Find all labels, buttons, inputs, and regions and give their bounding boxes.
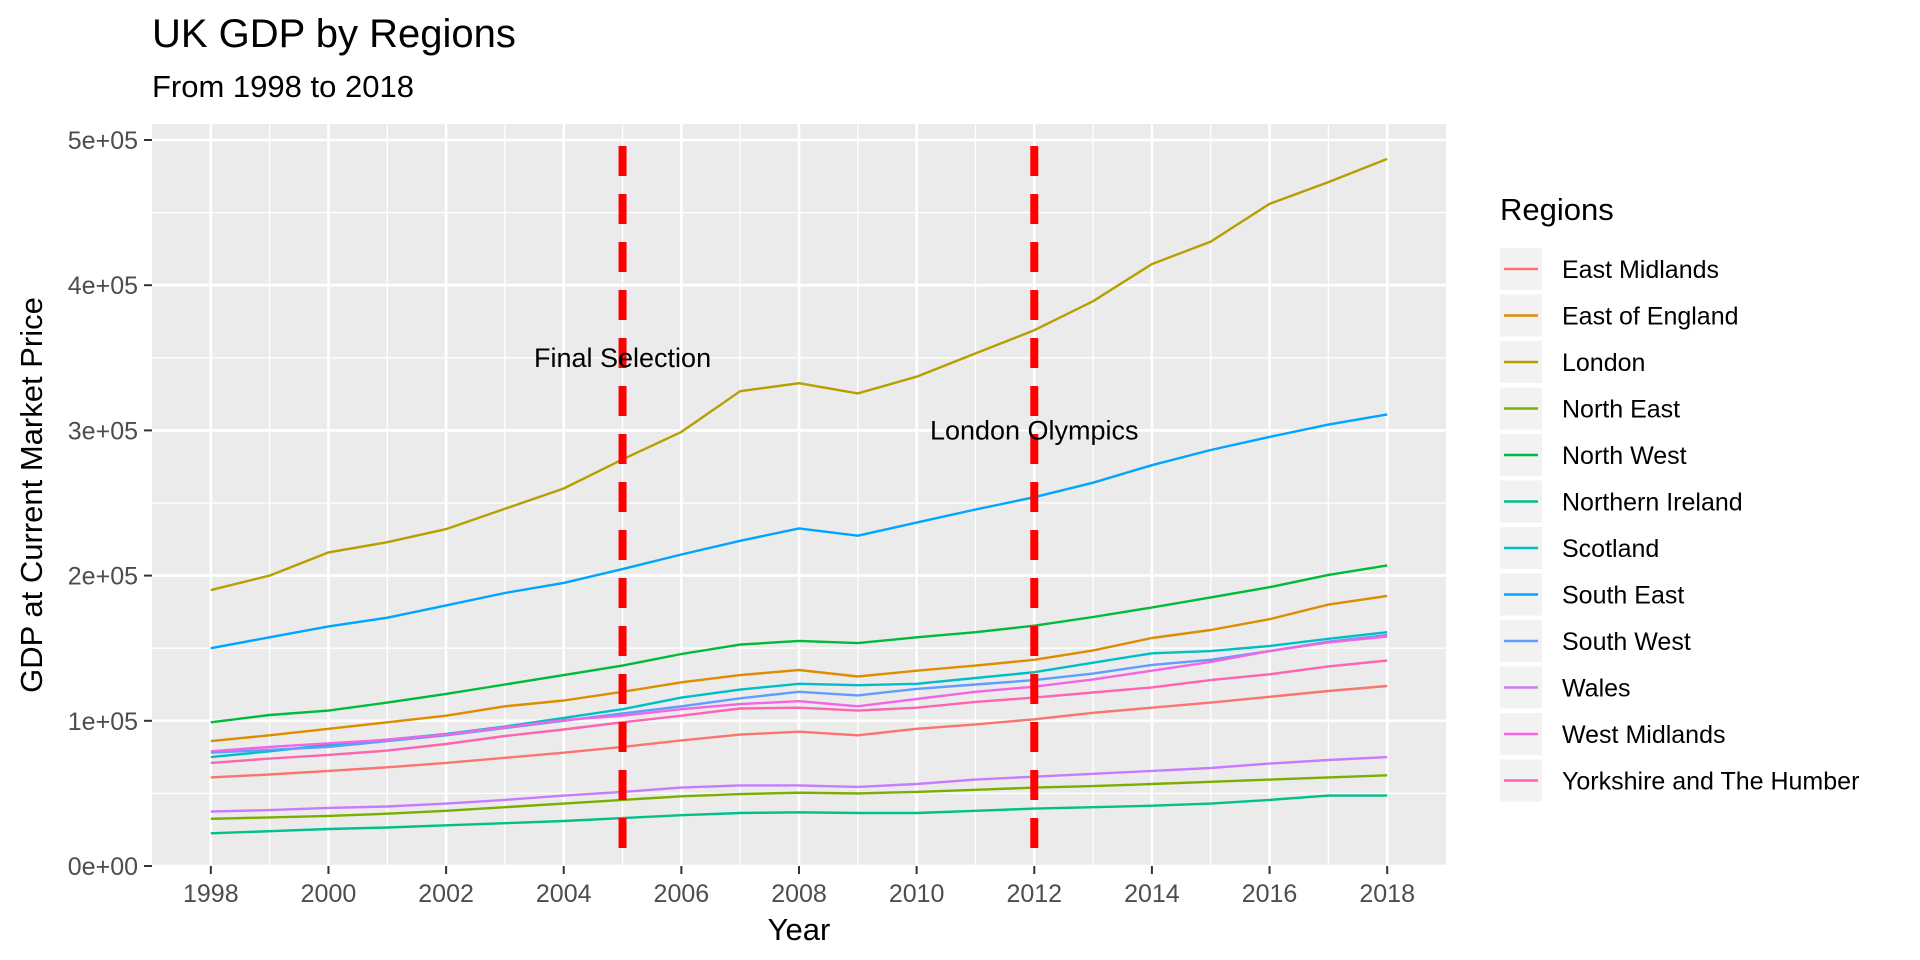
x-tick-label: 1998 [183,880,239,908]
grid-major [152,124,1446,868]
legend-label: Yorkshire and The Humber [1562,768,1859,796]
x-tick-label: 2000 [301,880,357,908]
series-lines [210,157,1388,835]
series-line [210,635,1388,753]
legend-title: Regions [1500,192,1614,227]
legend-label: North East [1562,396,1680,424]
series-line [210,564,1388,724]
series-line [210,157,1388,592]
y-tick-label: 2e+05 [68,563,138,591]
x-tick-label: 2008 [771,880,827,908]
y-tick-label: 4e+05 [68,272,138,300]
y-tick-label: 0e+00 [68,853,138,881]
legend-label: London [1562,349,1645,377]
series-line [210,659,1388,765]
series-line [210,684,1388,779]
x-tick-label: 2004 [536,880,592,908]
x-tick-label: 2010 [889,880,945,908]
y-tick-label: 1e+05 [68,708,138,736]
x-tick-label: 2014 [1124,880,1180,908]
y-tick-label: 5e+05 [68,127,138,155]
annotation-label: Final Selection [534,343,711,373]
series-line [210,413,1388,650]
x-axis-title: Year [768,912,831,947]
legend-label: East of England [1562,303,1739,331]
legend-label: South West [1562,628,1691,656]
legend-label: West Midlands [1562,721,1726,749]
chart-title: UK GDP by Regions [152,12,516,56]
y-axis-title: GDP at Current Market Price [14,297,49,693]
x-tick-label: 2018 [1359,880,1415,908]
x-tick-label: 2016 [1242,880,1298,908]
legend-label: South East [1562,582,1684,610]
x-axis: 1998 2000 2002 2004 2006 2008 2010 2012 2014 2016… [183,866,1415,908]
legend-items: East Midlands East of England London North … [1500,248,1859,802]
series-line [210,774,1388,820]
legend-label: North West [1562,442,1687,470]
x-tick-label: 2012 [1006,880,1062,908]
annotation-label: London Olympics [930,415,1139,445]
y-tick-label: 3e+05 [68,417,138,445]
annotation-labels: Final Selection London Olympics [534,343,1139,446]
legend: Regions East Midlands East of England Lond… [1500,192,1859,802]
legend-label: Northern Ireland [1562,489,1743,517]
legend-label: Scotland [1562,535,1659,563]
y-axis: 0e+00 1e+05 2e+05 3e+05 4e+05 5e+05 [68,127,152,881]
legend-label: East Midlands [1562,256,1719,284]
legend-label: Wales [1562,675,1631,703]
x-tick-label: 2002 [418,880,474,908]
annotation-lines [618,146,1039,866]
series-line [210,794,1388,835]
series-line [210,594,1388,743]
chart-subtitle: From 1998 to 2018 [152,69,414,104]
x-tick-label: 2006 [654,880,710,908]
series-line [210,755,1388,813]
